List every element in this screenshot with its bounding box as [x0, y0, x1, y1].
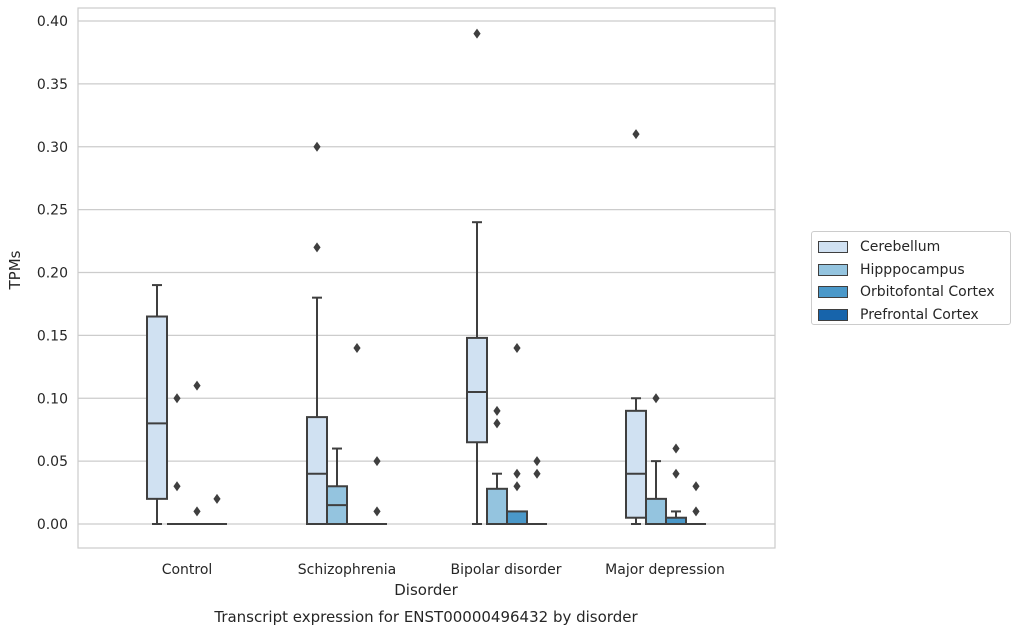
outlier-point — [652, 393, 660, 404]
outlier-point — [173, 481, 181, 492]
y-tick-label: 0.25 — [37, 203, 68, 219]
legend-item: Prefrontal Cortex — [818, 304, 1010, 327]
legend-label: Hipppocampus — [860, 261, 965, 278]
box-0-1 — [167, 393, 187, 525]
legend-label: Orbitofontal Cortex — [860, 284, 995, 301]
outlier-point — [692, 506, 700, 517]
outlier-point — [353, 342, 361, 353]
legend-swatch — [818, 263, 848, 276]
x-axis-label: Disorder — [394, 581, 458, 599]
box-1-0 — [306, 141, 328, 525]
outlier-point — [193, 506, 201, 517]
box-0-3 — [207, 493, 227, 525]
legend-item: Orbitofontal Cortex — [818, 281, 1010, 304]
box-0-0 — [146, 284, 168, 525]
box-1-3 — [367, 456, 387, 525]
outlier-point — [313, 141, 321, 152]
box-2-3 — [527, 456, 547, 525]
chart-caption: Transcript expression for ENST0000049643… — [213, 608, 638, 626]
box-1-2 — [347, 342, 367, 525]
box-1-1 — [326, 447, 348, 525]
outlier-point — [473, 28, 481, 39]
legend-swatch — [818, 286, 848, 299]
box-2-1 — [486, 405, 508, 526]
box-body — [486, 487, 508, 526]
y-tick-label: 0.00 — [37, 517, 68, 533]
legend-label: Prefrontal Cortex — [860, 306, 979, 323]
outlier-point — [672, 468, 680, 479]
box-3-3 — [686, 481, 706, 525]
y-axis-ticks: 0.00 0.05 0.10 0.15 0.20 0.25 0.30 0.35 0.40 — [37, 14, 68, 533]
boxes-layer — [146, 28, 706, 526]
box-body — [306, 416, 328, 525]
y-tick-label: 0.35 — [37, 77, 68, 93]
box-2-2 — [506, 342, 528, 525]
plot-frame — [77, 7, 776, 549]
y-tick-label: 0.40 — [37, 14, 68, 30]
box-body — [466, 336, 488, 444]
outlier-point — [632, 129, 640, 140]
outlier-point — [513, 468, 521, 479]
legend-item: Cerebellum — [818, 236, 1010, 259]
outlier-point — [533, 456, 541, 467]
outlier-point — [493, 405, 501, 416]
outlier-point — [533, 468, 541, 479]
x-tick-label: Control — [162, 562, 213, 578]
legend: Cerebellum Hipppocampus Orbitofontal Corte… — [811, 231, 1011, 325]
x-tick-label: Bipolar disorder — [450, 562, 561, 578]
box-3-1 — [645, 393, 667, 526]
x-tick-label: Major depression — [605, 562, 725, 578]
outlier-point — [213, 493, 221, 504]
outlier-point — [173, 393, 181, 404]
box-body — [645, 497, 667, 526]
outlier-point — [513, 342, 521, 353]
y-tick-label: 0.30 — [37, 140, 68, 156]
y-tick-label: 0.05 — [37, 454, 68, 470]
box-body — [506, 510, 528, 525]
gridlines — [78, 20, 775, 525]
box-body — [146, 315, 168, 500]
box-2-0 — [466, 28, 488, 525]
outlier-point — [373, 456, 381, 467]
legend-swatch — [818, 241, 848, 254]
x-axis-ticks: Control Schizophrenia Bipolar disorder Majo… — [162, 562, 725, 578]
box-0-2 — [187, 380, 207, 525]
legend-label: Cerebellum — [860, 239, 941, 256]
y-axis-label: TPMs — [6, 250, 24, 290]
outlier-point — [513, 481, 521, 492]
outlier-point — [692, 481, 700, 492]
y-tick-label: 0.20 — [37, 266, 68, 282]
outlier-point — [493, 418, 501, 429]
box-3-2 — [665, 443, 687, 526]
legend-item: Hipppocampus — [818, 259, 1010, 282]
box-body — [625, 409, 647, 519]
y-tick-label: 0.15 — [37, 328, 68, 344]
box-3-0 — [625, 129, 647, 525]
outlier-point — [672, 443, 680, 454]
outlier-point — [313, 242, 321, 253]
outlier-point — [193, 380, 201, 391]
outlier-point — [373, 506, 381, 517]
y-tick-label: 0.10 — [37, 391, 68, 407]
legend-swatch — [818, 308, 848, 321]
x-tick-label: Schizophrenia — [298, 562, 396, 578]
